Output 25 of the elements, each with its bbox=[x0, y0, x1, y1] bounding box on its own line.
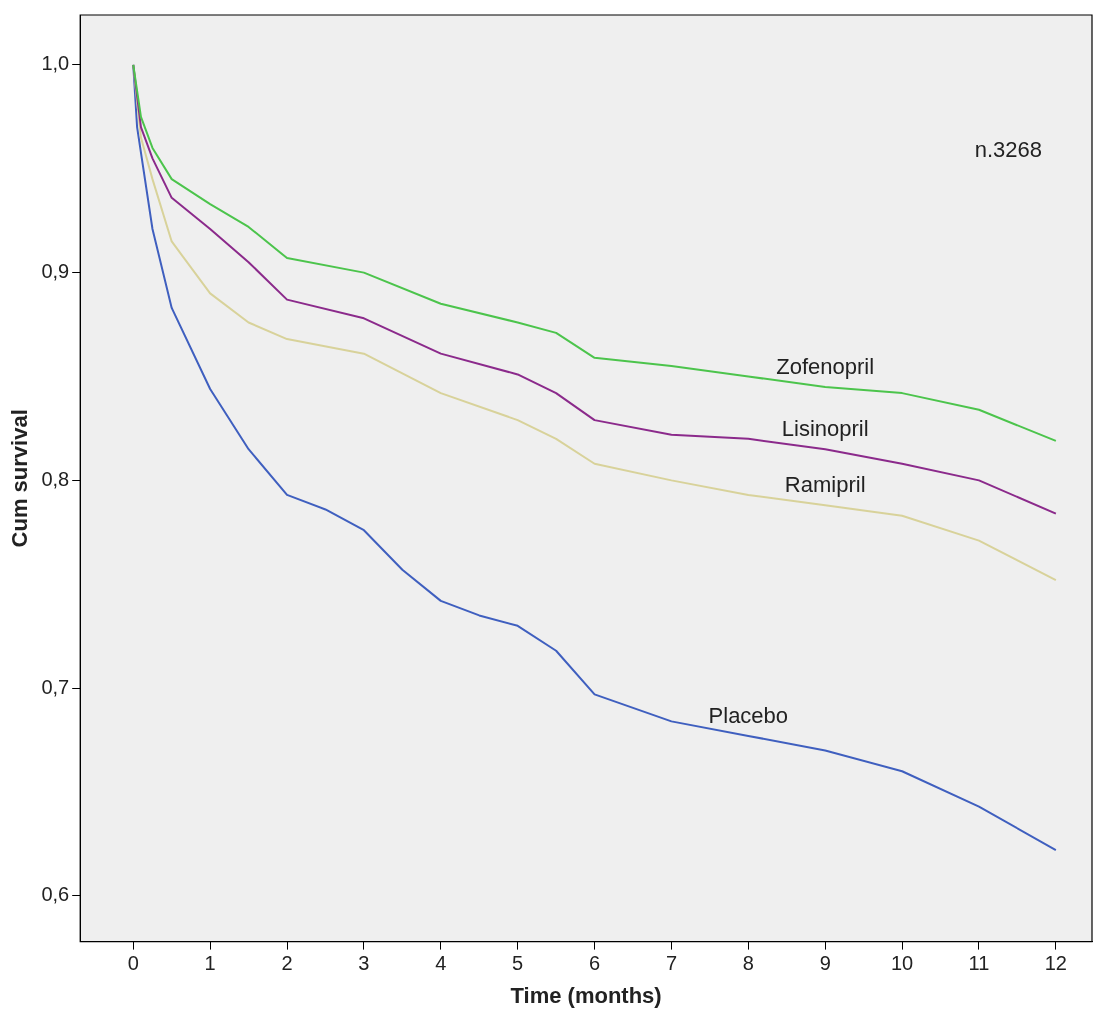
x-tick-label: 12 bbox=[1044, 952, 1067, 975]
x-tick-label: 1 bbox=[204, 952, 216, 975]
y-tick-label: 0,9 bbox=[41, 260, 70, 283]
x-tick-label: 3 bbox=[358, 952, 370, 975]
x-tick-label: 2 bbox=[281, 952, 293, 975]
annotation: n.3268 bbox=[974, 137, 1042, 163]
x-axis-title: Time (months) bbox=[510, 982, 662, 1008]
series-label: Ramipril bbox=[784, 472, 866, 498]
x-tick-label: 11 bbox=[968, 952, 990, 975]
x-tick-label: 9 bbox=[819, 952, 831, 975]
y-tick-label: 1,0 bbox=[41, 52, 70, 75]
y-tick-label: 0,8 bbox=[41, 467, 70, 490]
x-tick-label: 8 bbox=[742, 952, 754, 975]
x-tick-label: 6 bbox=[589, 952, 601, 975]
series-label: Zofenopril bbox=[776, 353, 875, 379]
y-axis-title: Cum survival bbox=[7, 409, 33, 548]
y-tick-label: 0,6 bbox=[41, 883, 70, 906]
series-label: Lisinopril bbox=[781, 416, 869, 442]
x-tick-label: 7 bbox=[665, 952, 678, 975]
x-tick-label: 5 bbox=[512, 952, 524, 975]
x-tick-label: 4 bbox=[435, 952, 447, 975]
x-tick-label: 10 bbox=[890, 952, 914, 975]
y-tick-label: 0,7 bbox=[41, 675, 70, 698]
series-label: Placebo bbox=[708, 702, 789, 728]
x-tick-label: 0 bbox=[127, 952, 139, 975]
